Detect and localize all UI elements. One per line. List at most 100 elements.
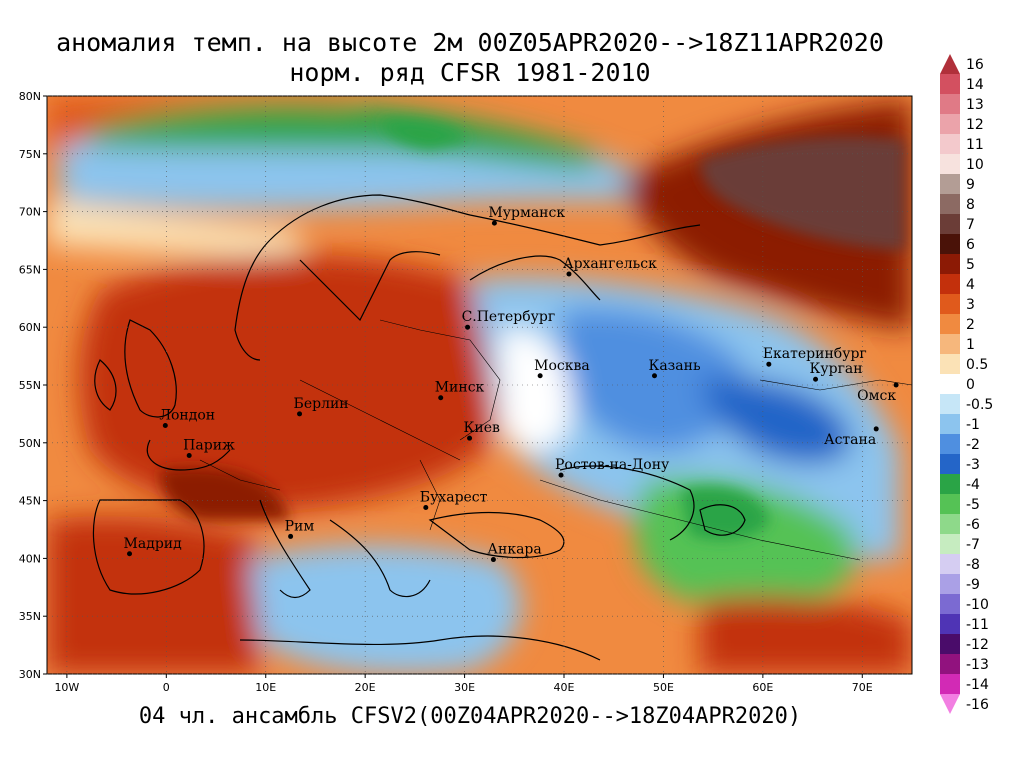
lat-tick-label: 65N	[19, 263, 41, 276]
colorbar-swatch	[940, 134, 960, 155]
lat-tick-label: 45N	[19, 495, 41, 508]
colorbar-swatch	[940, 374, 960, 395]
colorbar-label: -12	[966, 637, 989, 653]
colorbar-label: -16	[966, 697, 989, 713]
colorbar-swatch	[940, 534, 960, 555]
map-title-line2: норм. ряд CFSR 1981-2010	[289, 58, 651, 87]
lat-tick-label: 35N	[19, 610, 41, 623]
lat-tick-label: 70N	[19, 206, 41, 219]
colorbar-label: -13	[966, 657, 989, 673]
city-label: Париж	[183, 438, 235, 454]
city-marker	[766, 361, 772, 367]
colorbar-label: -4	[966, 477, 980, 493]
city-marker	[297, 411, 303, 417]
colorbar-label: 2	[966, 317, 975, 333]
colorbar-swatch	[940, 194, 960, 215]
lon-tick-label: 20E	[355, 681, 376, 694]
colorbar-swatch	[940, 594, 960, 615]
colorbar-label: -11	[966, 617, 989, 633]
colorbar-swatch	[940, 574, 960, 595]
colorbar-swatch	[940, 94, 960, 115]
map-title-line1: аномалия темп. на высоте 2м 00Z05APR2020…	[56, 28, 884, 57]
city-marker	[813, 376, 819, 382]
colorbar-swatch	[940, 294, 960, 315]
city-label: Минск	[435, 380, 485, 396]
city-marker	[537, 373, 543, 379]
lat-tick-label: 40N	[19, 552, 41, 565]
colorbar-swatch	[940, 54, 960, 74]
city-marker	[186, 453, 192, 459]
city-marker	[127, 551, 133, 557]
city-marker	[893, 382, 899, 388]
colorbar-label: -0.5	[966, 397, 993, 413]
coastlines	[92, 194, 746, 661]
graticule	[47, 95, 912, 675]
colorbar-swatch	[940, 674, 960, 695]
colorbar-swatch	[940, 694, 960, 714]
city-marker	[651, 373, 657, 379]
latitude-axis: 80N 75N 70N 65N 60N 55N 50N 45N 40N 35N 30N	[19, 90, 47, 681]
colorbar-label: 6	[966, 237, 975, 253]
city-marker	[490, 557, 496, 563]
colorbar: 16 14 13 12 11 10 9 8 7 6 5 4 3 2 1 0.5 0 -0.5 -1 -2 -3 -4 -5 -…	[940, 54, 993, 714]
city-label: Курган	[810, 361, 863, 377]
city-marker	[566, 271, 572, 277]
colorbar-label: 3	[966, 297, 975, 313]
colorbar-label: 4	[966, 277, 975, 293]
colorbar-swatch	[940, 274, 960, 295]
lat-tick-label: 80N	[19, 90, 41, 103]
city-label: Мадрид	[124, 536, 183, 552]
colorbar-swatch	[940, 354, 960, 375]
anomaly-field	[47, 96, 912, 674]
city-label: Астана	[824, 432, 876, 448]
city-label: Екатеринбург	[763, 346, 867, 362]
colorbar-swatch	[940, 74, 960, 95]
city-label: Анкара	[487, 542, 541, 558]
colorbar-swatch	[940, 614, 960, 635]
colorbar-swatch	[940, 454, 960, 475]
colorbar-label: 0	[966, 377, 975, 393]
colorbar-swatch	[940, 254, 960, 275]
colorbar-label: 1	[966, 337, 975, 353]
lon-tick-label: 10W	[54, 681, 79, 694]
colorbar-label: 11	[966, 137, 984, 153]
city-marker	[467, 435, 473, 441]
colorbar-label: 12	[966, 117, 984, 133]
colorbar-swatch	[940, 414, 960, 435]
city-marker	[288, 533, 294, 539]
city-label: Берлин	[294, 396, 349, 412]
colorbar-swatch	[940, 154, 960, 175]
city-marker	[558, 472, 564, 478]
lon-tick-label: 30E	[454, 681, 475, 694]
lon-tick-label: 0	[163, 681, 170, 694]
lon-tick-label: 60E	[752, 681, 773, 694]
city-label: Киев	[464, 420, 500, 436]
colorbar-label: 5	[966, 257, 975, 273]
colorbar-label: 16	[966, 57, 984, 73]
city-marker	[873, 426, 879, 432]
colorbar-label: 10	[966, 157, 984, 173]
colorbar-swatch	[940, 214, 960, 235]
lon-tick-label: 40E	[554, 681, 575, 694]
colorbar-label: 8	[966, 197, 975, 213]
colorbar-swatch	[940, 394, 960, 415]
city-marker	[491, 220, 497, 226]
colorbar-label: -3	[966, 457, 980, 473]
colorbar-swatch	[940, 474, 960, 495]
city-marker	[423, 505, 429, 511]
ensemble-footer: 04 чл. ансамбль CFSV2(00Z04APR2020-->18Z…	[138, 704, 802, 729]
colorbar-label: 14	[966, 77, 984, 93]
city-label: Москва	[534, 358, 590, 374]
colorbar-swatch	[940, 554, 960, 575]
lon-tick-label: 70E	[852, 681, 873, 694]
colorbar-swatch	[940, 514, 960, 535]
colorbar-label: -14	[966, 677, 989, 693]
colorbar-swatch	[940, 314, 960, 335]
city-label: С.Петербург	[462, 309, 556, 325]
colorbar-swatch	[940, 494, 960, 515]
colorbar-label: 0.5	[966, 357, 988, 373]
city-label: Ростов-на-Дону	[555, 457, 670, 473]
city-labels: Мурманск Архангельск С.Петербург Москва Каза…	[124, 205, 899, 563]
lat-tick-label: 60N	[19, 321, 41, 334]
